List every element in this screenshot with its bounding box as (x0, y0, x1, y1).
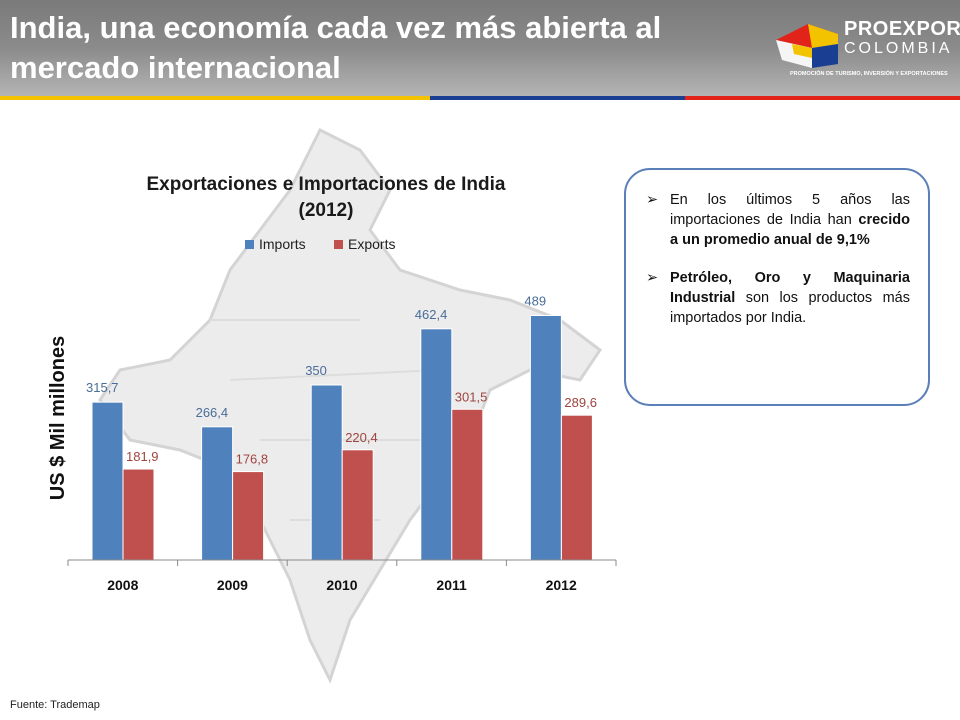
x-tick-label-2012: 2012 (546, 577, 577, 593)
slide-title: India, una economía cada vez más abierta… (10, 10, 662, 85)
logo-country: COLOMBIA (844, 40, 953, 57)
info-bullet-1-highlight: crecido a un promedio anual de 9,1% (670, 212, 910, 248)
chart-title-line-1: Exportaciones e Importaciones de India (147, 174, 506, 195)
y-axis-label: US $ Mil millones (47, 336, 69, 500)
exports-bar-2012 (560, 414, 593, 561)
x-tick-label-2011: 2011 (436, 577, 467, 593)
info-bullet-1: ➢ En los últimos 5 años las importacione… (646, 190, 910, 250)
imports-value-label-2009: 266,4 (196, 405, 229, 420)
source-note: Fuente: Trademap (10, 699, 100, 711)
legend-imports-swatch (245, 240, 254, 249)
x-tick-label-2008: 2008 (107, 577, 138, 593)
imports-bar-2008 (91, 401, 124, 561)
exports-bar-2009 (232, 471, 265, 561)
imports-bar-2012 (529, 315, 562, 561)
chart-title-line-2: (2012) (299, 200, 354, 221)
exports-bar-2011 (451, 408, 484, 561)
imports-value-label-2011: 462,4 (415, 307, 448, 322)
info-bullet-2: ➢ Petróleo, Oro y Maquinaria Industrial … (646, 268, 910, 328)
arrow-bullet-icon: ➢ (646, 270, 659, 286)
header-stripe-blue (430, 96, 685, 100)
exports-value-label-2008: 181,9 (126, 449, 159, 464)
imports-bar-2011 (420, 328, 453, 561)
arrow-bullet-icon: ➢ (646, 192, 659, 208)
exports-value-label-2011: 301,5 (455, 389, 488, 404)
imports-value-label-2008: 315,7 (86, 380, 119, 395)
imports-bar-2010 (310, 384, 343, 561)
exports-value-label-2010: 220,4 (345, 430, 378, 445)
slide-header: India, una economía cada vez más abierta… (0, 0, 960, 96)
proexport-logo-mark-icon (776, 24, 838, 68)
info-bullet-2-text: son los productos más importados por Ind… (670, 290, 910, 326)
legend-exports-label: Exports (348, 236, 395, 252)
header-stripe-red (685, 96, 960, 100)
x-tick-label-2009: 2009 (217, 577, 248, 593)
proexport-logo: PROEXPORT COLOMBIA PROMOCIÓN DE TURISMO,… (772, 14, 960, 84)
x-tick-label-2010: 2010 (326, 577, 357, 593)
exports-bar-2010 (341, 449, 374, 561)
imports-value-label-2012: 489 (524, 294, 546, 309)
imports-value-label-2010: 350 (305, 363, 327, 378)
logo-tagline: PROMOCIÓN DE TURISMO, INVERSIÓN Y EXPORT… (790, 71, 948, 77)
info-bullet-2-highlight: Petróleo, Oro y Maquinaria Industrial (670, 270, 910, 306)
imports-bar-2009 (201, 426, 234, 561)
logo-name: PROEXPORT (844, 18, 960, 40)
legend-imports-label: Imports (259, 236, 306, 252)
india-map-watermark (98, 127, 603, 684)
header-stripe-yellow (0, 96, 430, 100)
exports-value-label-2009: 176,8 (236, 452, 269, 467)
legend-exports-swatch (334, 240, 343, 249)
exports-bar-2008 (122, 468, 155, 561)
exports-value-label-2012: 289,6 (564, 395, 597, 410)
info-bullet-1-text: En los últimos 5 años las importaciones … (670, 192, 910, 228)
info-box: ➢ En los últimos 5 años las importacione… (624, 168, 930, 406)
